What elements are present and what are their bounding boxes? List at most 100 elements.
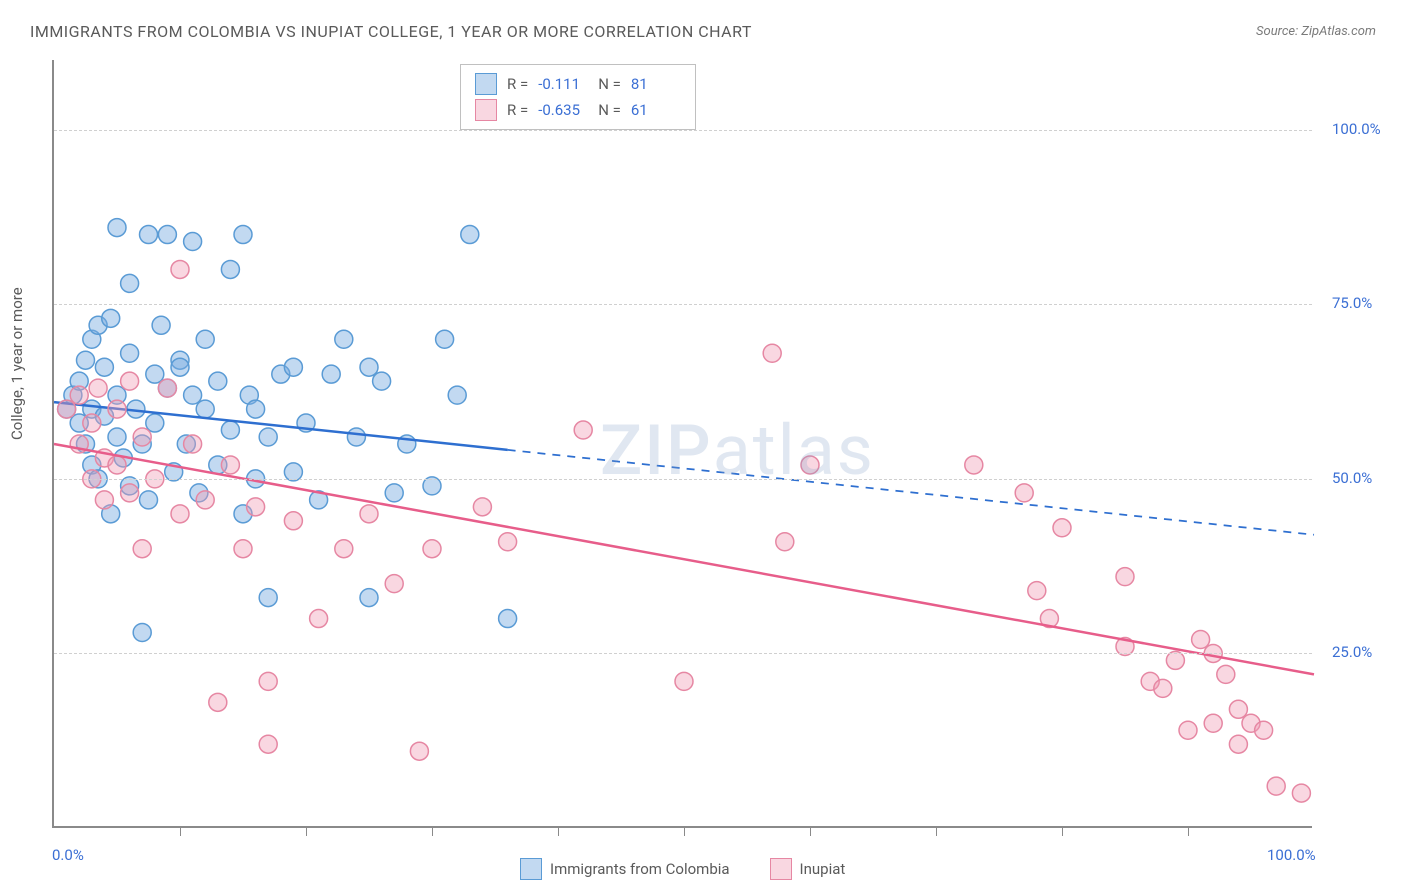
plot-area: [52, 60, 1312, 828]
data-point: [1229, 700, 1247, 718]
data-point: [1292, 784, 1310, 802]
data-point: [1154, 679, 1172, 697]
n-label: N =: [598, 75, 621, 93]
data-point: [83, 414, 101, 432]
data-point: [140, 491, 158, 509]
legend-series-item: Inupiat: [770, 858, 846, 880]
data-point: [1028, 582, 1046, 600]
r-value: -0.635: [538, 101, 588, 119]
data-point: [360, 589, 378, 607]
data-point: [965, 456, 983, 474]
data-point: [152, 316, 170, 334]
grid-line: [54, 304, 1312, 305]
data-point: [776, 533, 794, 551]
data-point: [1217, 665, 1235, 683]
data-point: [461, 226, 479, 244]
data-point: [95, 358, 113, 376]
data-point: [763, 344, 781, 362]
data-point: [335, 540, 353, 558]
data-point: [423, 540, 441, 558]
x-tick: [810, 826, 811, 836]
data-point: [499, 533, 517, 551]
data-point: [121, 372, 139, 390]
data-point: [1204, 714, 1222, 732]
data-point: [77, 351, 95, 369]
x-tick: [558, 826, 559, 836]
data-point: [121, 344, 139, 362]
data-point: [448, 386, 466, 404]
data-point: [221, 260, 239, 278]
data-point: [121, 274, 139, 292]
y-tick-label: 25.0%: [1332, 643, 1372, 661]
chart-title: IMMIGRANTS FROM COLOMBIA VS INUPIAT COLL…: [30, 22, 752, 41]
trend-line-dashed: [508, 450, 1314, 535]
y-tick-label: 50.0%: [1332, 469, 1372, 487]
data-point: [133, 540, 151, 558]
data-point: [360, 358, 378, 376]
data-point: [259, 589, 277, 607]
data-point: [158, 379, 176, 397]
data-point: [1192, 630, 1210, 648]
data-point: [499, 610, 517, 628]
data-point: [801, 456, 819, 474]
source-attribution: Source: ZipAtlas.com: [1256, 24, 1376, 39]
data-point: [259, 428, 277, 446]
data-point: [133, 428, 151, 446]
data-point: [1179, 721, 1197, 739]
data-point: [184, 386, 202, 404]
legend-series-label: Inupiat: [800, 860, 846, 878]
legend-series-item: Immigrants from Colombia: [520, 858, 730, 880]
data-point: [1267, 777, 1285, 795]
data-point: [234, 226, 252, 244]
y-tick-label: 75.0%: [1332, 294, 1372, 312]
data-point: [284, 358, 302, 376]
data-point: [209, 372, 227, 390]
data-point: [108, 400, 126, 418]
data-point: [209, 693, 227, 711]
data-point: [360, 505, 378, 523]
data-point: [259, 735, 277, 753]
data-point: [436, 330, 454, 348]
y-axis-label: College, 1 year or more: [8, 287, 26, 440]
x-tick-label: 0.0%: [52, 846, 84, 864]
data-point: [89, 379, 107, 397]
r-label: R =: [507, 101, 528, 119]
data-point: [335, 330, 353, 348]
data-point: [259, 672, 277, 690]
data-point: [373, 372, 391, 390]
legend-swatch: [475, 99, 497, 121]
data-point: [146, 414, 164, 432]
data-point: [196, 330, 214, 348]
data-point: [95, 491, 113, 509]
x-tick: [180, 826, 181, 836]
data-point: [310, 610, 328, 628]
legend-stat-row: R =-0.635N =61: [475, 97, 681, 123]
data-point: [675, 672, 693, 690]
data-point: [121, 484, 139, 502]
data-point: [146, 365, 164, 383]
data-point: [322, 365, 340, 383]
x-tick: [1062, 826, 1063, 836]
legend-stat-row: R =-0.111N =81: [475, 71, 681, 97]
data-point: [1255, 721, 1273, 739]
grid-line: [54, 653, 1312, 654]
data-point: [247, 400, 265, 418]
legend-swatch: [770, 858, 792, 880]
correlation-legend: R =-0.111N =81 R = -0.635 N = 61: [460, 64, 696, 130]
data-point: [171, 260, 189, 278]
data-point: [410, 742, 428, 760]
data-point: [574, 421, 592, 439]
data-point: [221, 421, 239, 439]
data-point: [385, 484, 403, 502]
n-value: 61: [631, 101, 681, 119]
data-point: [247, 498, 265, 516]
data-point: [221, 456, 239, 474]
x-tick: [684, 826, 685, 836]
data-point: [133, 624, 151, 642]
series-legend: Immigrants from Colombia Inupiat: [520, 858, 845, 880]
legend-series-label: Immigrants from Colombia: [550, 860, 730, 878]
data-point: [171, 358, 189, 376]
legend-swatch: [520, 858, 542, 880]
data-point: [284, 512, 302, 530]
chart-svg: [54, 60, 1312, 826]
